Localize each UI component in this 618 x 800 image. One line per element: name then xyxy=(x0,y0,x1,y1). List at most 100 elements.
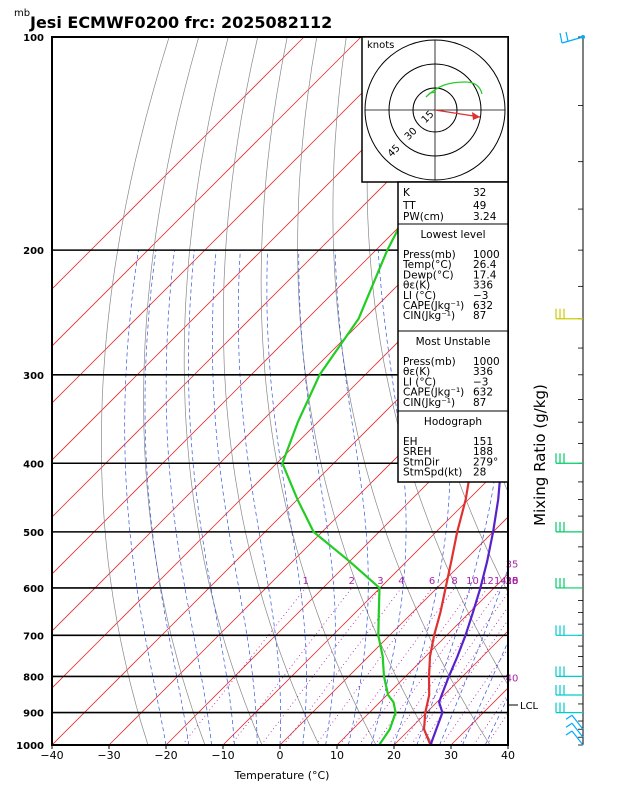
index-value: 32 xyxy=(473,187,486,199)
index-value: 28 xyxy=(473,467,486,479)
temperature-tick-label: −20 xyxy=(154,749,177,762)
moist-adiabat-line xyxy=(370,250,407,745)
index-value: 632 xyxy=(473,387,493,399)
x-axis-label: Temperature (°C) xyxy=(234,769,330,782)
mixing-ratio-label: 25 xyxy=(506,576,519,587)
index-label: CIN(Jkg⁻¹) xyxy=(403,397,455,409)
index-label: CIN(Jkg⁻¹) xyxy=(403,310,455,322)
indices-panel: K 32 TT 49 PW(cm) 3.24 Lowest level Press(mb) 10… xyxy=(397,181,509,483)
index-value: 49 xyxy=(473,200,486,212)
wind-barb xyxy=(559,31,585,44)
hodograph-ring xyxy=(412,87,458,133)
moist-adiabat-line xyxy=(212,250,258,745)
index-label: TT xyxy=(402,200,416,212)
wind-barb xyxy=(555,577,583,589)
hodograph-trace xyxy=(425,81,483,98)
index-label: Dewp(°C) xyxy=(403,269,454,281)
wind-barb xyxy=(565,714,584,730)
dry-adiabat-line xyxy=(260,37,377,745)
index-label: θε(K) xyxy=(403,366,430,378)
pressure-tick-label: 600 xyxy=(23,584,44,595)
temperature-tick-label: −40 xyxy=(40,749,63,762)
wind-barb xyxy=(555,685,583,696)
mixing-ratio-label: 3 xyxy=(377,576,383,587)
mixing-ratio-label: 2 xyxy=(349,576,355,587)
chart-title: Jesi ECMWF0200 frc: 2025082112 xyxy=(29,13,332,32)
index-value: 1000 xyxy=(473,249,500,261)
mixing-ratio-line xyxy=(441,647,508,745)
mixing-ratio-label: 8 xyxy=(451,576,457,587)
wind-barb xyxy=(555,521,583,533)
isotherm-line xyxy=(336,573,508,745)
moist-adiabat-line xyxy=(507,744,508,745)
dry-adiabat-line xyxy=(553,37,618,745)
mixing-ratio-label: 35 xyxy=(506,560,519,571)
index-value: 336 xyxy=(473,280,493,292)
index-label: PW(cm) xyxy=(403,211,444,223)
indices-section-header: Hodograph xyxy=(424,416,482,428)
isotherm-line xyxy=(222,459,508,745)
index-value: −3 xyxy=(473,290,488,302)
lcl-marker: LCL xyxy=(508,701,539,712)
index-value: 279° xyxy=(473,456,498,468)
hodograph-ring xyxy=(388,63,482,157)
background-lines xyxy=(52,37,618,745)
mixing-ratio-line xyxy=(410,606,508,745)
index-value: 151 xyxy=(473,436,493,448)
dry-adiabat-line xyxy=(583,37,618,745)
wind-barb xyxy=(555,308,583,320)
isotherm-line xyxy=(165,402,508,745)
pressure-tick-label: 500 xyxy=(23,528,44,539)
hodograph-unit-label: knots xyxy=(367,40,394,51)
isotherm-line xyxy=(52,37,419,404)
isotherm-line xyxy=(507,744,508,745)
mixing-ratio-label: 1 xyxy=(303,576,309,587)
index-value: 17.4 xyxy=(473,269,497,281)
dry-adiabat-line xyxy=(332,37,491,745)
indices-section-header: Lowest level xyxy=(420,229,485,241)
wind-barb xyxy=(555,666,583,677)
temperature-tick-label: 0 xyxy=(277,749,284,762)
index-label: θε(K) xyxy=(403,280,430,292)
index-label: EH xyxy=(403,436,418,448)
isotherm-line xyxy=(52,37,305,290)
lcl-label: LCL xyxy=(520,701,539,712)
dry-adiabat-line xyxy=(366,37,508,686)
index-value: 336 xyxy=(473,366,493,378)
moist-adiabat-line xyxy=(188,250,235,745)
isotherm-line xyxy=(52,37,476,461)
dry-adiabat-line xyxy=(101,37,170,745)
index-label: Temp(°C) xyxy=(402,259,452,271)
isotherm-line xyxy=(52,174,508,632)
mixing-ratio-line xyxy=(358,587,473,745)
mixing-ratio-line xyxy=(400,592,508,745)
mixing-ratio-label: 40 xyxy=(506,673,519,684)
temperature-tick-label: −10 xyxy=(211,749,234,762)
index-label: Press(mb) xyxy=(403,356,456,368)
wind-barb xyxy=(565,730,584,746)
isotherm-line xyxy=(565,37,618,745)
temperature-tick-label: 40 xyxy=(501,749,515,762)
index-label: StmSpd(kt) xyxy=(403,467,462,479)
pressure-tick-label: 1000 xyxy=(16,741,44,752)
mixing-ratio-label: 4 xyxy=(398,576,404,587)
pressure-tick-label: 900 xyxy=(23,709,44,720)
hodograph-ring xyxy=(364,39,506,181)
isotherm-line xyxy=(52,231,508,689)
mixing-ratio-line xyxy=(420,619,508,745)
moist-adiabat-line xyxy=(144,250,190,745)
dry-adiabat-line xyxy=(612,37,618,745)
index-value: 87 xyxy=(473,397,486,409)
wind-profile xyxy=(555,31,585,746)
wind-barb xyxy=(555,702,583,714)
temperature-tick-label: 10 xyxy=(330,749,344,762)
index-label: StmDir xyxy=(403,456,440,468)
index-value: 87 xyxy=(473,310,486,322)
mixing-ratio-label: 18 xyxy=(506,576,519,587)
moist-adiabat-line xyxy=(165,250,212,745)
index-value: −3 xyxy=(473,376,488,388)
moist-adiabat-line xyxy=(334,250,369,745)
dry-adiabat-line xyxy=(493,37,508,223)
